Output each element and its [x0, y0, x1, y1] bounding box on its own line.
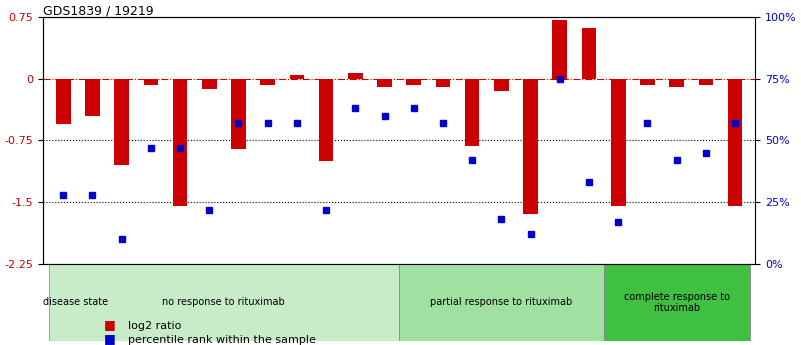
Bar — [436, 79, 450, 87]
Bar — [728, 79, 743, 206]
Bar — [143, 79, 158, 86]
Text: GDS1839 / 19219: GDS1839 / 19219 — [42, 4, 153, 17]
Bar — [202, 79, 216, 89]
Bar — [553, 20, 567, 79]
Bar — [348, 73, 363, 79]
Text: disease state: disease state — [42, 297, 108, 307]
Bar — [406, 79, 421, 85]
Bar — [377, 79, 392, 87]
Bar — [611, 79, 626, 206]
Text: ■: ■ — [104, 332, 116, 345]
Text: ■: ■ — [104, 318, 116, 331]
Bar — [85, 79, 99, 116]
Text: complete response to
rituximab: complete response to rituximab — [624, 292, 730, 313]
Bar — [670, 79, 684, 87]
Bar — [231, 79, 246, 149]
FancyBboxPatch shape — [399, 264, 604, 341]
Text: percentile rank within the sample: percentile rank within the sample — [128, 335, 316, 345]
Bar — [640, 79, 654, 85]
Bar — [173, 79, 187, 206]
Bar — [494, 79, 509, 91]
Bar — [523, 79, 538, 215]
Text: log2 ratio: log2 ratio — [128, 321, 182, 331]
Bar — [465, 79, 480, 146]
Bar — [290, 75, 304, 79]
Bar — [115, 79, 129, 165]
Bar — [56, 79, 70, 124]
Bar — [260, 79, 275, 85]
Text: partial response to rituximab: partial response to rituximab — [430, 297, 573, 307]
Bar — [319, 79, 333, 161]
Text: no response to rituximab: no response to rituximab — [163, 297, 285, 307]
Bar — [698, 79, 713, 86]
Bar — [582, 28, 596, 79]
FancyBboxPatch shape — [604, 264, 750, 341]
FancyBboxPatch shape — [49, 264, 399, 341]
